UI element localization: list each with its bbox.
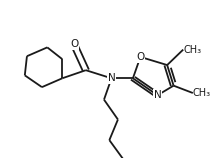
Text: CH₃: CH₃: [183, 45, 201, 55]
Text: O: O: [70, 39, 78, 49]
Text: CH₃: CH₃: [193, 88, 211, 98]
Text: O: O: [136, 52, 145, 62]
Text: N: N: [154, 90, 161, 100]
Text: N: N: [108, 73, 115, 83]
